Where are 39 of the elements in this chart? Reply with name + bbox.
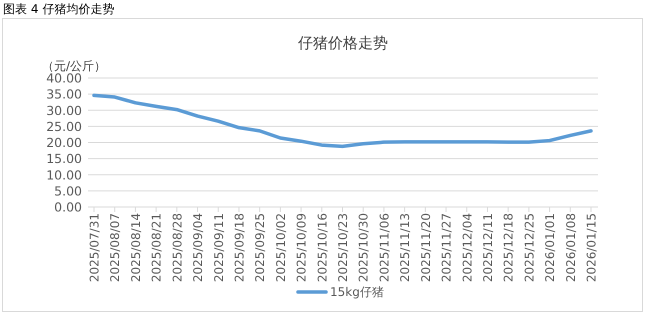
x-tick-label: 2025/09/18 bbox=[232, 213, 246, 282]
x-tick-label: 2025/12/18 bbox=[502, 213, 516, 282]
x-tick-label: 2025/09/04 bbox=[191, 213, 206, 282]
x-tick-label: 2025/07/31 bbox=[88, 213, 102, 282]
x-tick-label: 2025/11/20 bbox=[418, 213, 433, 282]
y-tick-label: 0.00 bbox=[54, 200, 82, 214]
x-tick-label: 2026/01/01 bbox=[543, 213, 558, 282]
legend-label: 15kg仔猪 bbox=[330, 285, 384, 299]
x-tick-label: 2025/10/23 bbox=[336, 213, 350, 282]
x-tick-label: 2025/10/02 bbox=[274, 213, 288, 282]
x-tick-label: 2025/10/09 bbox=[294, 213, 309, 282]
y-tick-label: 35.00 bbox=[46, 86, 82, 102]
x-tick-label: 2025/12/11 bbox=[480, 213, 495, 282]
x-tick-label: 2025/08/07 bbox=[108, 213, 122, 282]
y-axis-title: （元/公斤） bbox=[42, 59, 106, 73]
y-tick-label: 20.00 bbox=[46, 135, 82, 150]
x-tick-label: 2026/01/15 bbox=[584, 213, 598, 282]
x-tick-label: 2025/11/06 bbox=[377, 213, 392, 282]
y-tick-label: 25.00 bbox=[46, 118, 82, 134]
x-tick-label: 2025/09/11 bbox=[212, 213, 226, 282]
y-tick-label: 5.00 bbox=[54, 183, 82, 198]
chart-title: 仔猪价格走势 bbox=[298, 34, 388, 52]
x-tick-label: 2025/10/16 bbox=[315, 213, 330, 282]
x-tick-label: 2025/08/21 bbox=[150, 213, 164, 282]
x-tick-label: 2025/10/30 bbox=[356, 213, 371, 282]
x-tick-label: 2025/08/28 bbox=[170, 213, 184, 282]
x-tick-label: 2025/08/14 bbox=[128, 213, 143, 282]
x-tick-label: 2025/12/25 bbox=[522, 213, 536, 282]
text: 图表 4 仔猪均价走势 bbox=[3, 2, 114, 16]
x-tick-label: 2025/11/13 bbox=[398, 213, 412, 282]
y-tick-label: 40.00 bbox=[46, 70, 82, 86]
x-tick-label: 2025/11/27 bbox=[440, 213, 454, 282]
y-tick-label: 30.00 bbox=[46, 102, 82, 118]
x-tick-label: 2025/09/25 bbox=[253, 213, 268, 282]
x-tick-label: 2026/01/08 bbox=[564, 213, 578, 282]
x-tick-label: 2025/12/04 bbox=[460, 213, 474, 282]
y-tick-label: 10.00 bbox=[46, 167, 82, 182]
y-tick-label: 15.00 bbox=[46, 151, 82, 166]
line-series bbox=[92, 94, 593, 148]
